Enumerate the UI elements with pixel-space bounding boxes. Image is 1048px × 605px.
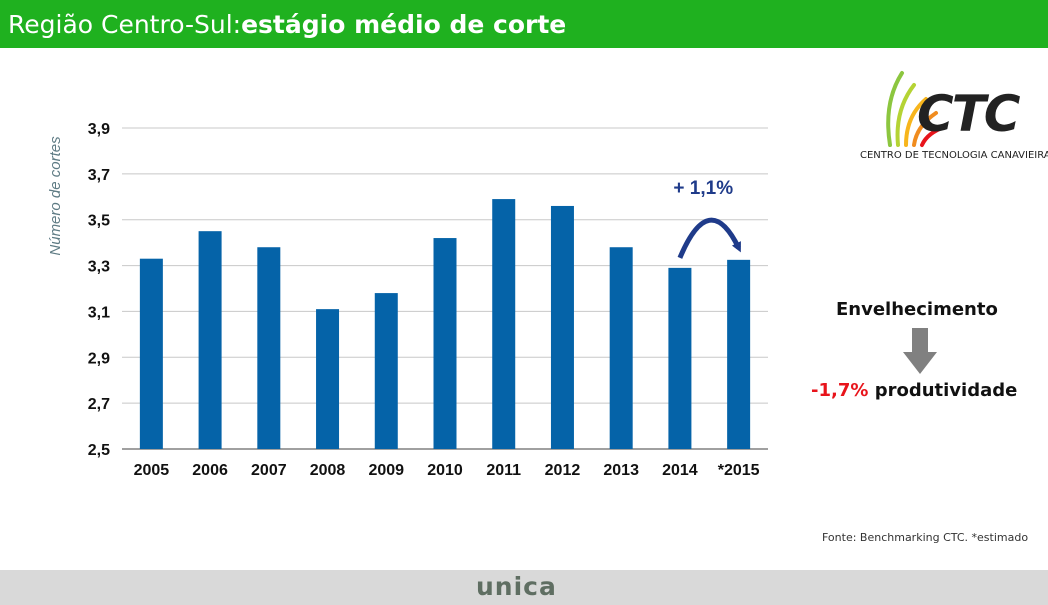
aging-label: Envelhecimento (836, 299, 998, 320)
y-tick-label: 3,3 (88, 259, 110, 276)
productivity-label: produtividade (874, 380, 1018, 401)
x-tick-label: 2007 (251, 462, 287, 479)
logo-wordmark: CTC (917, 85, 1020, 143)
arrow-down-icon (903, 328, 937, 374)
bar-2010 (433, 238, 457, 449)
bar-2005 (139, 258, 163, 449)
growth-annotation: + 1,1% (673, 178, 733, 199)
unica-logo: unica (476, 572, 557, 601)
footer: unica (0, 570, 1048, 605)
bar-2011 (492, 199, 516, 449)
page-title-regular: Região Centro-Sul: (8, 9, 242, 39)
page-title: Região Centro-Sul: estágio médio de cort… (0, 0, 1048, 48)
x-tick-label: 2011 (486, 462, 521, 479)
bar-2006 (198, 231, 222, 449)
y-tick-label: 2,9 (88, 350, 110, 367)
x-tick-label: 2008 (310, 462, 346, 479)
source-note: Fonte: Benchmarking CTC. *estimado (822, 531, 1029, 544)
y-axis-label: Número de cortes (47, 136, 64, 256)
bar-2013 (609, 247, 633, 449)
productivity-value: -1,7% (811, 380, 869, 401)
x-tick-label: 2014 (662, 462, 698, 479)
y-tick-labels: 2,5 2,7 2,9 3,1 3,3 3,5 3,7 3,9 (88, 121, 110, 459)
ctc-logo: CTC CENTRO DE TECNOLOGIA CANAVIEIRA (855, 65, 1048, 175)
bar-2008 (316, 309, 340, 449)
x-tick-label: 2012 (545, 462, 581, 479)
bar-2015 (727, 259, 751, 449)
y-tick-label: 2,5 (88, 442, 110, 459)
sugarcane-leaves-icon (886, 71, 946, 147)
growth-arrow-icon (677, 217, 741, 259)
y-tick-label: 3,7 (88, 167, 110, 184)
x-tick-labels: 2005 2006 2007 2008 2009 2010 2011 2012 2013 2014… (134, 462, 760, 479)
productivity-line: -1,7% produtividade (811, 380, 1017, 401)
bar-chart: 2,52,72,93,13,33,53,73,9 2005 2006 2007 200… (47, 121, 768, 479)
x-tick-label: 2006 (192, 462, 228, 479)
y-tick-label: 3,9 (88, 121, 110, 138)
y-tick-label: 3,5 (88, 213, 110, 230)
logo-subtitle: CENTRO DE TECNOLOGIA CANAVIEIRA (860, 150, 1048, 161)
x-tick-label: 2010 (427, 462, 463, 479)
y-tick-label: 3,1 (88, 304, 110, 321)
x-tick-label: 2009 (368, 462, 404, 479)
x-tick-label: *2015 (718, 462, 760, 479)
bar-2009 (374, 293, 398, 449)
x-tick-label: 2013 (603, 462, 639, 479)
bars (139, 199, 751, 449)
page-title-bold: estágio médio de corte (241, 9, 567, 39)
x-tick-label: 2005 (134, 462, 170, 479)
bar-2014 (668, 267, 692, 449)
bar-2012 (550, 205, 574, 449)
y-tick-label: 2,7 (88, 396, 110, 413)
bar-2007 (257, 247, 281, 449)
